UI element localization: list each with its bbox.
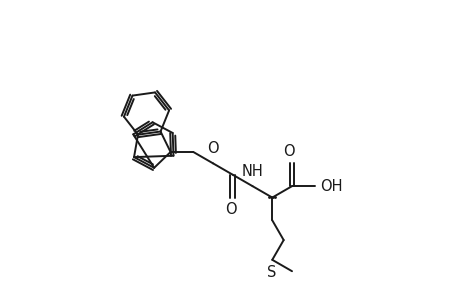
Text: O: O (224, 202, 236, 217)
Text: O: O (283, 144, 294, 159)
Text: NH: NH (241, 164, 263, 179)
Text: OH: OH (319, 179, 341, 194)
Text: S: S (266, 265, 275, 280)
Text: O: O (207, 141, 218, 156)
